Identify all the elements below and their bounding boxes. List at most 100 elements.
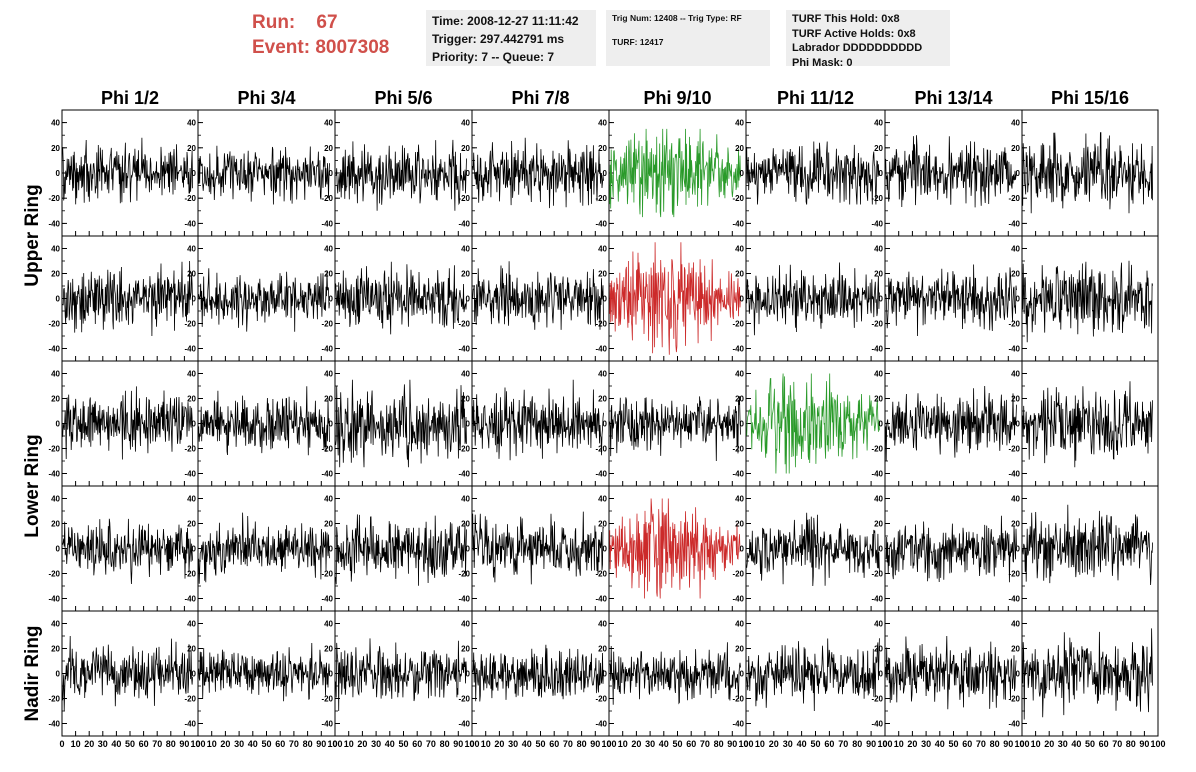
ytick-label: 20	[51, 520, 60, 529]
waveform-trace	[746, 262, 880, 336]
ytick-label: 20	[598, 144, 607, 153]
xtick-label: 30	[1058, 739, 1068, 749]
waveform-trace	[609, 396, 741, 462]
ytick-label: 40	[461, 245, 470, 254]
waveform-trace	[472, 511, 604, 585]
ytick-label: -20	[321, 320, 333, 329]
xtick-label: 30	[921, 739, 931, 749]
ytick-label: 40	[324, 370, 333, 379]
trig-info-box: Trig Num: 12408 -- Trig Type: RF TURF: 1…	[606, 10, 770, 66]
xtick-label: 0	[59, 739, 64, 749]
panel-frame	[608, 235, 747, 362]
xtick-label: 40	[385, 739, 395, 749]
waveform-trace	[335, 638, 467, 712]
xtick-label: 10	[71, 739, 81, 749]
ytick-label: 20	[874, 395, 883, 404]
xtick-label: 70	[1112, 739, 1122, 749]
xtick-label: 50	[672, 739, 682, 749]
ytick-label: 0	[740, 420, 745, 429]
panel-r3-c7: -40 -20 0 20 40	[871, 360, 1023, 487]
ytick-label: 20	[735, 520, 744, 529]
ytick-label: 0	[879, 420, 884, 429]
xtick-label: 80	[990, 739, 1000, 749]
waveform-trace	[472, 644, 604, 702]
ytick-label: -40	[732, 720, 744, 729]
ytick-label: 0	[56, 169, 61, 178]
waveform-trace	[335, 261, 467, 335]
xtick-label: 100	[601, 739, 616, 749]
ytick-label: 20	[1011, 270, 1020, 279]
ytick-label: 40	[1011, 370, 1020, 379]
waveform-trace	[198, 642, 330, 702]
xtick-label: 0	[882, 739, 887, 749]
xtick-label: 30	[645, 739, 655, 749]
waveform-trace	[62, 386, 193, 460]
time-line: Time: 2008-12-27 11:11:42	[432, 14, 579, 28]
ytick-label: 20	[187, 395, 196, 404]
xtick-label: 60	[1099, 739, 1109, 749]
column-title-1: Phi 1/2	[101, 88, 159, 108]
waveform-trace	[746, 373, 880, 474]
column-title-7: Phi 13/14	[914, 88, 992, 108]
waveform-trace	[62, 518, 193, 585]
xtick-label: 80	[852, 739, 862, 749]
xtick-label: 10	[481, 739, 491, 749]
waveform-trace	[198, 145, 330, 205]
ytick-label: -20	[1008, 570, 1020, 579]
waveform-trace	[62, 635, 193, 711]
ytick-label: -40	[48, 720, 60, 729]
ytick-label: 20	[1011, 395, 1020, 404]
ytick-label: -40	[458, 219, 470, 228]
ytick-label: 0	[329, 295, 334, 304]
event-label: Event:	[252, 37, 311, 58]
ytick-label: -40	[458, 720, 470, 729]
panel-r2-c7: -40 -20 0 20 40	[871, 235, 1023, 362]
ytick-label: -20	[871, 570, 883, 579]
ytick-label: 20	[461, 270, 470, 279]
waveform-trace	[885, 515, 1017, 583]
ytick-label: 0	[466, 295, 471, 304]
ytick-label: 20	[598, 270, 607, 279]
ytick-label: 40	[51, 495, 60, 504]
waveform-trace	[1022, 260, 1153, 343]
row-title-3: Nadir Ring	[22, 625, 43, 721]
xtick-label: 30	[783, 739, 793, 749]
panel-r1-c3: -40 -20 0 20 40	[321, 109, 473, 237]
ytick-label: -40	[1008, 720, 1020, 729]
xtick-label: 70	[152, 739, 162, 749]
xtick-label: 0	[332, 739, 337, 749]
column-title-6: Phi 11/12	[777, 88, 854, 108]
xtick-label: 60	[412, 739, 422, 749]
xtick-label: 50	[261, 739, 271, 749]
ytick-label: 0	[1016, 295, 1021, 304]
ytick-label: -40	[595, 345, 607, 354]
ytick-label: 20	[735, 395, 744, 404]
ytick-label: -40	[184, 345, 196, 354]
ytick-label: -40	[1008, 219, 1020, 228]
ytick-label: 0	[740, 169, 745, 178]
panel-r3-c5: -40 -20 0 20 40	[595, 360, 747, 487]
row-title-2: Lower Ring	[22, 434, 43, 537]
ytick-label: 20	[461, 144, 470, 153]
ytick-label: 40	[735, 119, 744, 128]
ytick-label: -20	[732, 194, 744, 203]
ytick-label: 40	[598, 620, 607, 629]
ytick-label: -40	[871, 595, 883, 604]
panel-r1-c1: -40 -20 0 20 40	[48, 109, 199, 237]
ytick-label: -40	[48, 595, 60, 604]
ytick-label: 20	[187, 144, 196, 153]
ytick-label: 20	[461, 645, 470, 654]
ytick-label: 40	[51, 370, 60, 379]
waveform-trace	[335, 514, 467, 586]
xtick-label: 90	[1003, 739, 1013, 749]
ytick-label: 40	[324, 245, 333, 254]
waveform-trace	[609, 498, 741, 599]
ytick-label: 40	[51, 245, 60, 254]
xtick-label: 70	[289, 739, 299, 749]
xtick-label: 90	[179, 739, 189, 749]
waveform-trace	[335, 379, 467, 468]
turf-this-hold-line: TURF This Hold: 0x8	[792, 13, 900, 25]
ytick-label: 0	[192, 295, 197, 304]
